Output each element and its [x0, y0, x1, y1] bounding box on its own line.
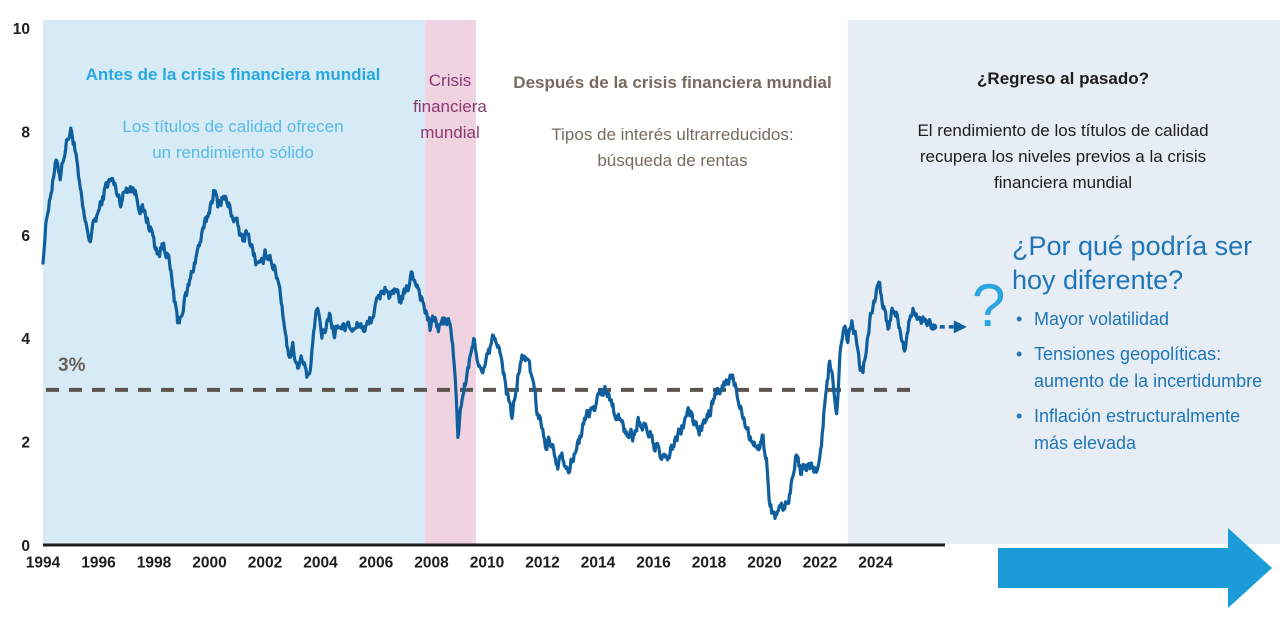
yield-line-end-dot [930, 323, 938, 331]
x-tick-label: 2014 [581, 555, 616, 572]
crisis-label: Crisis financiera mundial [413, 71, 487, 142]
why-different-bullet-list: Mayor volatilidad Tensiones geopolíticas… [1014, 306, 1280, 465]
y-tick-label: 0 [21, 538, 30, 555]
return-to-past-title: ¿Regreso al pasado? [977, 69, 1149, 88]
x-tick-label: 2020 [747, 555, 781, 572]
x-tick-label: 1998 [137, 555, 172, 572]
y-tick-label: 8 [21, 124, 30, 141]
x-tick-label: 1994 [26, 555, 61, 572]
bullet-item: Tensiones geopolíticas: aumento de la in… [1014, 341, 1280, 395]
connector-arrow-head [953, 320, 967, 334]
x-tick-label: 2006 [359, 555, 394, 572]
yield-line [41, 126, 936, 520]
x-tick-label: 2000 [192, 555, 226, 572]
y-tick-label: 6 [21, 228, 30, 245]
region-pre-crisis [43, 20, 426, 544]
x-tick-label: 2024 [858, 555, 893, 572]
annotation-post-crisis: Después de la crisis financiera mundial … [500, 44, 845, 200]
x-tick-label: 2022 [803, 555, 837, 572]
bullet-item: Inflación estructuralmente más elevada [1014, 403, 1280, 457]
x-tick-label: 2018 [692, 555, 727, 572]
forward-arrow-icon [998, 528, 1272, 608]
x-tick-label: 2012 [525, 555, 559, 572]
y-tick-label: 2 [21, 435, 30, 452]
y-tick-label: 4 [21, 331, 30, 348]
return-to-past-body: El rendimiento de los títulos de calidad… [917, 121, 1209, 192]
region-crisis [425, 20, 476, 544]
annotation-crisis: Crisis financiera mundial [385, 42, 515, 172]
x-tick-label: 2002 [248, 555, 282, 572]
x-tick-label: 2010 [470, 555, 504, 572]
pre-crisis-title: Antes de la crisis financiera mundial [85, 65, 381, 84]
x-tick-label: 2004 [303, 555, 338, 572]
annotation-pre-crisis: Antes de la crisis financiera mundial Lo… [58, 36, 408, 192]
x-tick-label: 2008 [414, 555, 449, 572]
post-crisis-title: Después de la crisis financiera mundial [513, 73, 832, 92]
x-tick-label: 2016 [636, 555, 671, 572]
pre-crisis-body: Los títulos de calidad ofrecen un rendim… [122, 117, 344, 162]
y-tick-label: 10 [13, 21, 30, 38]
bullet-item: Mayor volatilidad [1014, 306, 1280, 333]
why-different-question: ¿Por qué podría ser hoy diferente? [1012, 231, 1253, 295]
annotation-return-to-past: ¿Regreso al pasado? El rendimiento de lo… [888, 40, 1238, 222]
question-mark-glyph: ? [972, 272, 1006, 339]
post-crisis-body: Tipos de interés ultrarreducidos: búsque… [551, 125, 794, 170]
threshold-label: 3% [58, 355, 86, 376]
x-tick-label: 1996 [81, 555, 116, 572]
